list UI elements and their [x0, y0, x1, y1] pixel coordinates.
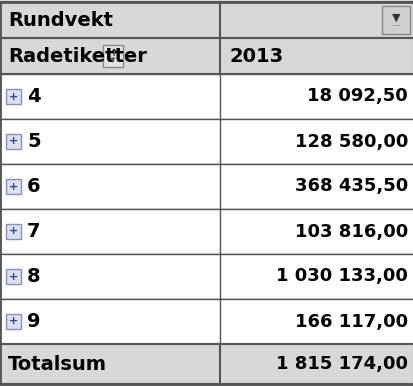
- Text: Radetiketter: Radetiketter: [8, 46, 147, 66]
- Text: Rundvekt: Rundvekt: [8, 10, 113, 29]
- Text: ___: ___: [391, 22, 399, 27]
- Text: 7: 7: [27, 222, 40, 241]
- Text: +: +: [9, 271, 18, 281]
- Bar: [6, 134, 21, 149]
- Bar: [0, 74, 413, 119]
- Text: +: +: [9, 91, 18, 102]
- Bar: [6, 179, 21, 194]
- Text: 1 815 174,00: 1 815 174,00: [275, 355, 407, 373]
- Bar: [0, 344, 413, 384]
- Text: Totalsum: Totalsum: [8, 354, 107, 374]
- Text: ▼: ▼: [391, 13, 399, 23]
- Bar: [6, 269, 21, 284]
- Bar: [0, 254, 413, 299]
- Text: +: +: [9, 137, 18, 147]
- Text: 18 092,50: 18 092,50: [306, 88, 407, 105]
- Text: 8: 8: [27, 267, 40, 286]
- Bar: [0, 209, 413, 254]
- Text: 4: 4: [27, 87, 40, 106]
- Text: ↑: ↑: [109, 48, 117, 58]
- Text: 9: 9: [27, 312, 40, 331]
- Text: 368 435,50: 368 435,50: [294, 178, 407, 195]
- Bar: [0, 299, 413, 344]
- Bar: [381, 6, 409, 34]
- Text: 166 117,00: 166 117,00: [294, 313, 407, 330]
- Text: +: +: [9, 181, 18, 191]
- Bar: [6, 224, 21, 239]
- Bar: [0, 2, 413, 38]
- Bar: [0, 119, 413, 164]
- Text: 103 816,00: 103 816,00: [294, 222, 407, 240]
- Text: ▼: ▼: [110, 58, 115, 63]
- Bar: [103, 45, 123, 67]
- Text: 6: 6: [27, 177, 40, 196]
- Text: +: +: [9, 317, 18, 327]
- Bar: [6, 314, 21, 329]
- Text: 5: 5: [27, 132, 40, 151]
- Text: 2013: 2013: [230, 46, 283, 66]
- Bar: [0, 38, 413, 74]
- Text: +: +: [9, 227, 18, 237]
- Text: 1 030 133,00: 1 030 133,00: [275, 267, 407, 286]
- Bar: [6, 89, 21, 104]
- Bar: [0, 164, 413, 209]
- Text: 128 580,00: 128 580,00: [294, 132, 407, 151]
